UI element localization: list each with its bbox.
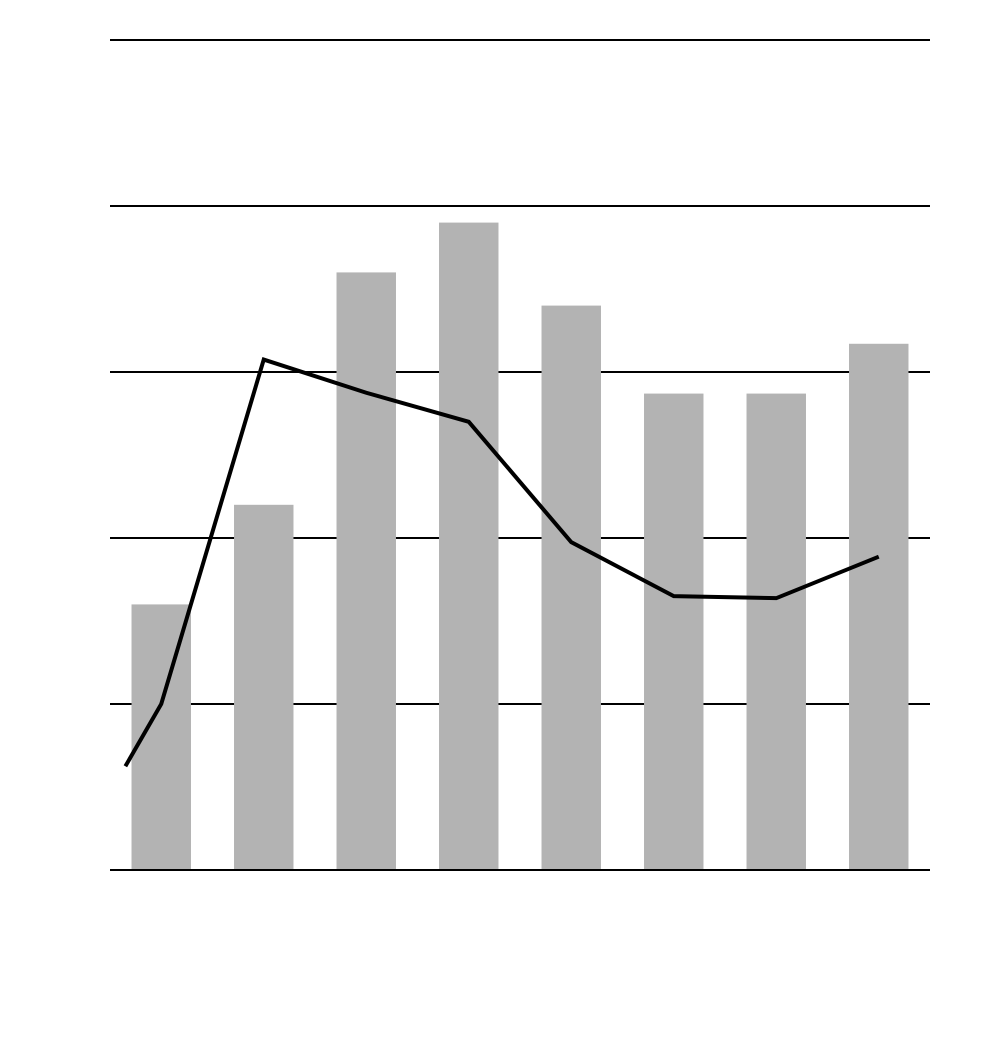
bar bbox=[234, 505, 293, 870]
chart-svg bbox=[0, 0, 1004, 1046]
bar bbox=[644, 394, 703, 870]
bar bbox=[849, 344, 908, 870]
bar bbox=[439, 223, 498, 870]
dual-axis-bar-line-chart bbox=[0, 0, 1004, 1046]
bar bbox=[337, 272, 396, 870]
bar bbox=[542, 306, 601, 870]
bar bbox=[747, 394, 806, 870]
